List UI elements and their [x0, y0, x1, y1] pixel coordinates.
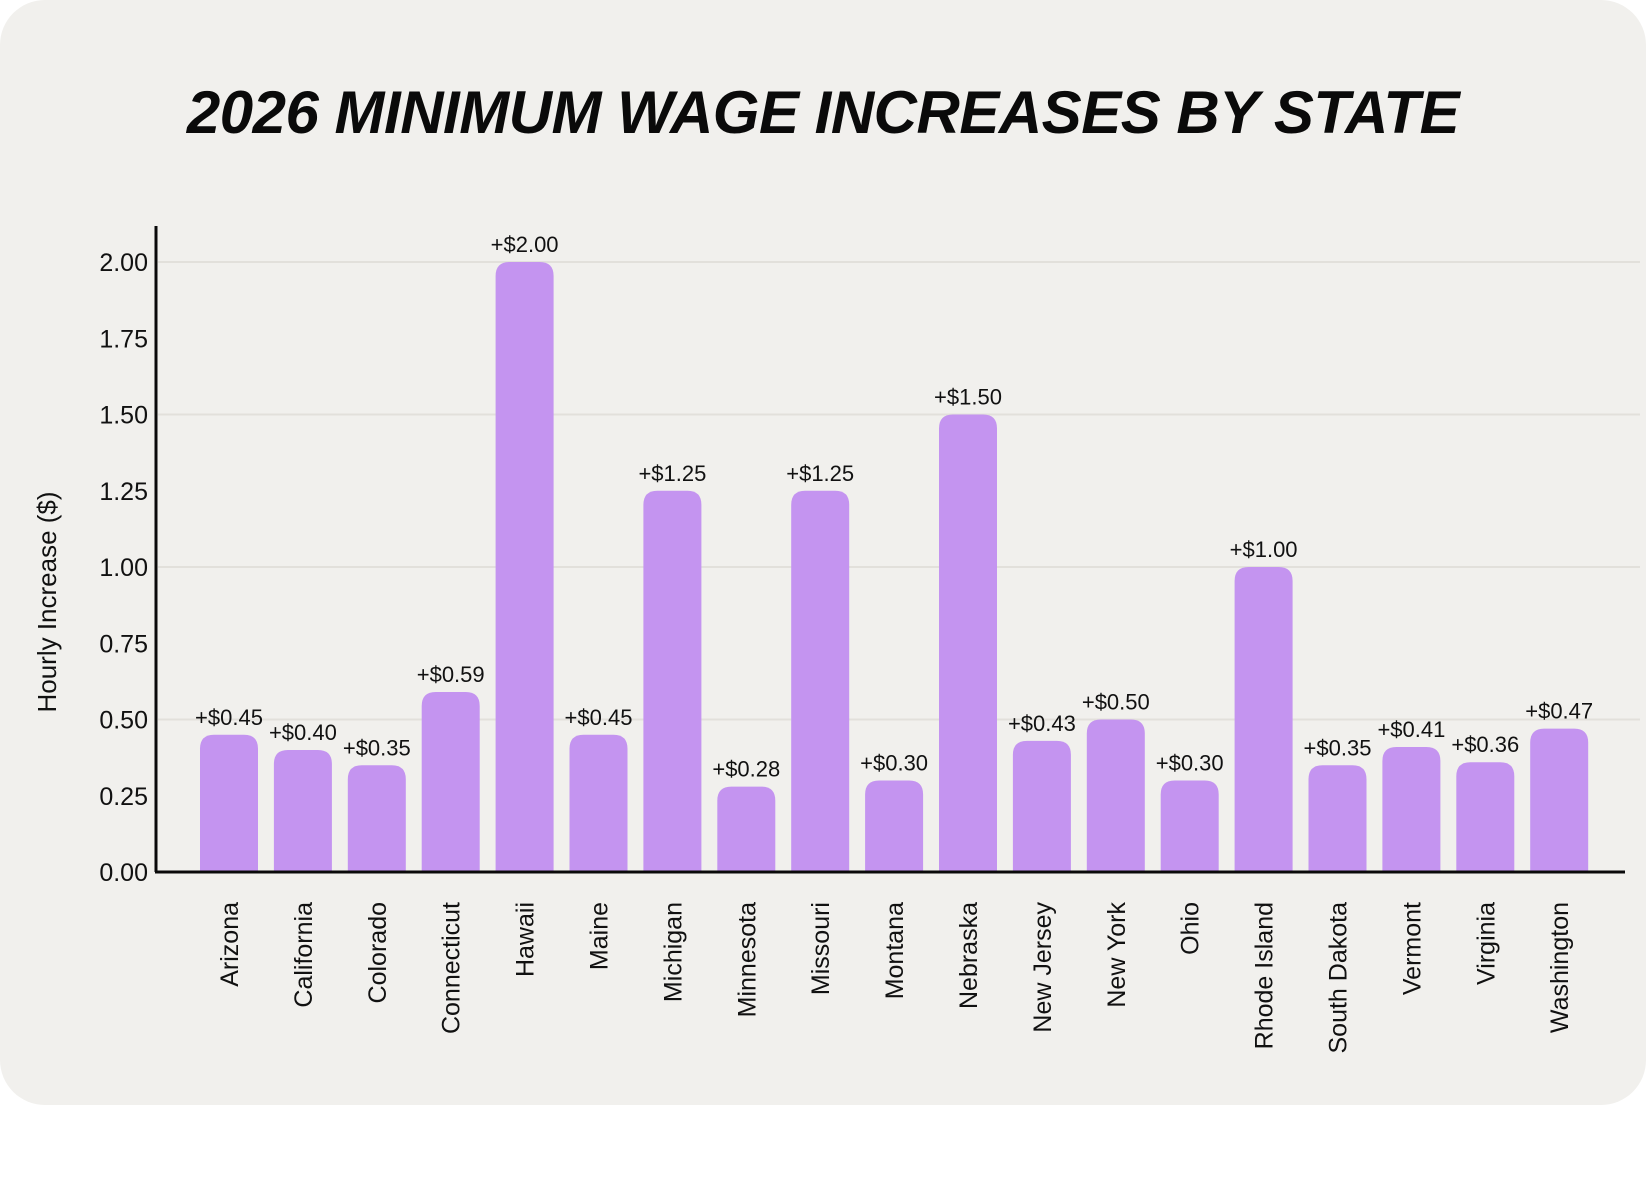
bar — [569, 734, 628, 872]
data-label: +$0.45 — [195, 705, 263, 730]
bar — [1530, 728, 1589, 872]
x-tick-label: Connecticut — [438, 902, 466, 1034]
y-tick-label: 0.00 — [99, 859, 148, 887]
data-label: +$1.00 — [1230, 537, 1298, 562]
y-axis-label: Hourly Increase ($) — [32, 491, 62, 712]
x-tick-label: Hawaii — [512, 902, 540, 977]
x-tick-label: Michigan — [659, 902, 687, 1002]
x-tick-label: South Dakota — [1325, 902, 1353, 1054]
bar — [791, 490, 850, 872]
data-label: +$0.36 — [1451, 732, 1519, 757]
y-tick-label: 1.50 — [99, 402, 148, 430]
x-tick-label: Ohio — [1177, 902, 1205, 955]
data-label: +$1.25 — [638, 461, 706, 486]
data-label: +$0.35 — [1304, 735, 1372, 760]
gridlines — [158, 261, 1640, 721]
x-tick-label: Minnesota — [733, 902, 761, 1017]
y-tick-label: 1.00 — [99, 554, 148, 582]
data-label: +$0.45 — [565, 705, 633, 730]
data-label: +$2.00 — [491, 232, 559, 257]
x-tick-label: Rhode Island — [1251, 902, 1279, 1049]
data-label: +$0.43 — [1008, 711, 1076, 736]
data-label: +$0.47 — [1525, 699, 1593, 724]
bar — [1012, 740, 1071, 872]
x-tick-label: California — [290, 902, 318, 1008]
bar — [939, 414, 997, 872]
data-label: +$0.28 — [712, 757, 780, 782]
x-tick-label: New Jersey — [1029, 902, 1057, 1033]
x-tick-label: Nebraska — [955, 902, 983, 1009]
x-tick-label: Vermont — [1398, 902, 1426, 995]
data-label: +$0.30 — [1156, 751, 1224, 776]
y-tick-label: 0.75 — [99, 630, 148, 658]
bar — [1086, 719, 1145, 872]
x-tick-label: Montana — [881, 902, 909, 999]
y-tick-labels: 0.00 0.25 0.50 0.75 1.00 1.25 1.50 1.75 2.00 — [99, 249, 148, 887]
bar — [865, 780, 924, 872]
x-tick-label: Washington — [1546, 902, 1574, 1033]
data-label: +$0.35 — [343, 735, 411, 760]
bar — [347, 765, 406, 872]
bar — [643, 490, 702, 872]
bar — [1160, 780, 1219, 872]
data-label: +$1.25 — [786, 461, 854, 486]
x-tick-label: Maine — [586, 902, 614, 970]
data-label: +$1.50 — [934, 385, 1002, 410]
x-tick-labels: Arizona California Colorado Connecticut Hawa… — [216, 902, 1574, 1054]
data-label: +$0.41 — [1377, 717, 1445, 742]
bar — [200, 734, 258, 872]
bar — [1308, 765, 1367, 872]
bar — [1456, 762, 1515, 872]
x-tick-label: Colorado — [364, 902, 392, 1003]
y-tick-label: 1.25 — [99, 478, 148, 506]
y-tick-label: 0.50 — [99, 707, 148, 735]
data-label: +$0.40 — [269, 720, 337, 745]
bar — [421, 692, 480, 872]
data-label: +$0.30 — [860, 751, 928, 776]
bar — [273, 750, 332, 872]
data-labels: +$0.45+$0.40+$0.35+$0.59+$2.00+$0.45+$1.… — [195, 232, 1593, 782]
bar — [1382, 746, 1441, 872]
x-tick-label: Missouri — [807, 902, 835, 995]
y-tick-label: 0.25 — [99, 783, 148, 811]
bar — [717, 786, 776, 872]
data-label: +$0.50 — [1082, 690, 1150, 715]
data-label: +$0.59 — [417, 662, 485, 687]
y-tick-label: 1.75 — [99, 325, 148, 353]
chart-title: 2026 MINIMUM WAGE INCREASES BY STATE — [186, 79, 1460, 146]
y-tick-label: 2.00 — [99, 249, 148, 277]
bar — [495, 262, 554, 872]
bar — [1234, 567, 1293, 872]
x-tick-label: Arizona — [216, 902, 244, 987]
x-tick-label: Virginia — [1472, 902, 1500, 985]
x-tick-label: New York — [1103, 902, 1131, 1008]
bars — [200, 262, 1589, 872]
